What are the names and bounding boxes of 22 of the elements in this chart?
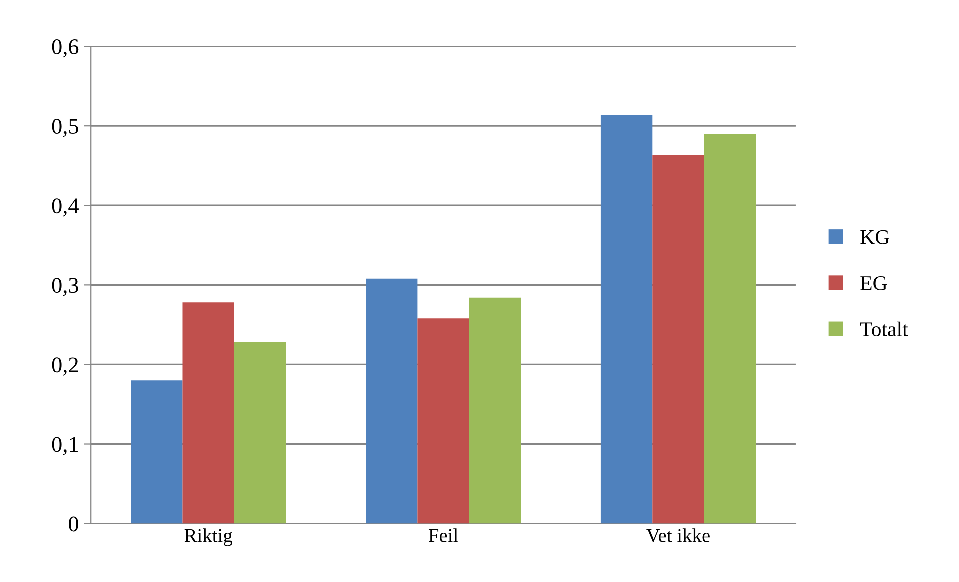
bar xyxy=(469,298,522,524)
x-tick-label: Riktig xyxy=(184,528,233,546)
x-tick-label: Feil xyxy=(428,528,458,542)
y-tick-label: 0 xyxy=(69,516,78,532)
bar xyxy=(704,134,756,524)
legend-label: Totalt xyxy=(860,322,908,337)
y-tick-label: 0,3 xyxy=(52,278,78,296)
y-tick-label: 0,6 xyxy=(52,39,79,58)
y-tick-label: 0,2 xyxy=(52,358,78,376)
bar xyxy=(652,156,704,524)
legend-label: KG xyxy=(860,230,890,244)
y-tick-label: 0,1 xyxy=(52,437,78,456)
bar xyxy=(600,114,653,524)
bar xyxy=(366,278,418,524)
legend-label: EG xyxy=(860,276,888,290)
bar xyxy=(418,318,470,524)
bar xyxy=(131,380,183,524)
bar xyxy=(182,302,234,524)
y-tick-label: 0,4 xyxy=(52,198,79,217)
x-tick-label: Vet ikke xyxy=(646,528,710,542)
y-tick-label: 0,5 xyxy=(52,119,78,138)
bar xyxy=(234,342,286,524)
